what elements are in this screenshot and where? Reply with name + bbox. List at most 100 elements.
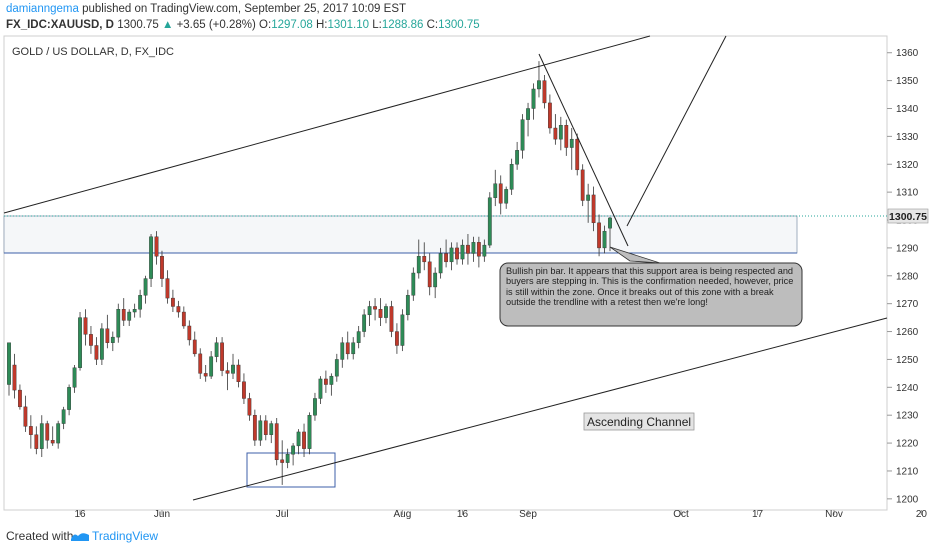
- candle-body: [313, 398, 317, 416]
- candle-body: [176, 306, 181, 313]
- candle-body: [416, 256, 421, 274]
- candle: [116, 303, 121, 343]
- candle-body: [116, 309, 121, 338]
- price-change: +3.65 (+0.28%): [176, 19, 256, 31]
- candle: [378, 298, 383, 326]
- candle: [313, 392, 317, 421]
- candle-body: [433, 272, 438, 288]
- author-link[interactable]: damianngema: [6, 3, 79, 15]
- candle-body: [444, 253, 448, 263]
- candle-body: [258, 420, 263, 441]
- high-value: 1301.10: [327, 19, 370, 31]
- candle-body: [121, 309, 126, 321]
- chart-title: GOLD / US DOLLAR, D, FX_IDC: [12, 46, 174, 58]
- candle: [220, 337, 224, 377]
- candle: [83, 309, 88, 346]
- tradingview-link[interactable]: TradingView: [92, 529, 159, 543]
- candle: [149, 233, 153, 287]
- candle: [280, 440, 285, 485]
- callout-text-wrap: Bullish pin bar. It appears that this su…: [506, 266, 793, 307]
- candle: [318, 376, 323, 405]
- candle: [384, 303, 388, 324]
- y-tick-label: 1240: [896, 383, 919, 394]
- close-value: 1300.75: [438, 19, 480, 31]
- candle-body: [515, 150, 520, 165]
- candle: [405, 289, 410, 321]
- candle-body: [50, 440, 55, 444]
- candle-body: [67, 387, 71, 410]
- candle: [56, 420, 61, 449]
- candle-body: [608, 217, 612, 229]
- candle: [94, 337, 99, 366]
- candles: [7, 61, 612, 485]
- candle: [493, 169, 498, 207]
- candle: [72, 365, 77, 393]
- channel-upper-line: [3, 35, 651, 214]
- july-low-box: [246, 452, 336, 488]
- channel-label-box[interactable]: [583, 412, 695, 431]
- candle: [285, 448, 290, 469]
- candle-body: [110, 336, 115, 343]
- candle: [127, 309, 132, 326]
- candle-body: [105, 328, 110, 343]
- candle: [537, 61, 541, 98]
- callout-box[interactable]: [499, 262, 803, 327]
- x-tick-label: 16: [457, 509, 469, 520]
- candle: [455, 242, 459, 265]
- candle-body: [356, 331, 361, 343]
- candle: [28, 415, 33, 449]
- candle-body: [83, 317, 88, 335]
- candle: [78, 312, 82, 371]
- y-tick-label: 1350: [896, 76, 919, 87]
- candle: [165, 270, 170, 304]
- candle: [18, 384, 22, 410]
- candle: [564, 119, 569, 156]
- candle: [575, 133, 580, 176]
- candle: [487, 192, 492, 248]
- y-tick-label: 1320: [896, 160, 919, 171]
- candle-body: [192, 339, 197, 355]
- low-value: 1288.86: [381, 19, 424, 31]
- low-label: L:: [372, 19, 382, 31]
- candle: [466, 233, 470, 265]
- price-chart[interactable]: 1200 1210 1220 1230 1240 1250 1260 1270 1280 1290…: [0, 34, 932, 522]
- candle-body: [291, 445, 296, 455]
- candle: [269, 420, 274, 444]
- candle: [67, 384, 71, 416]
- symbol-label: FX_IDC:XAUUSD, D: [6, 19, 114, 31]
- candle: [61, 406, 66, 430]
- candle-body: [160, 256, 164, 279]
- candle: [400, 309, 405, 352]
- candle: [39, 415, 44, 458]
- y-tick-label: 1260: [896, 327, 919, 338]
- candle: [7, 342, 11, 396]
- candle-body: [296, 431, 301, 447]
- x-tick-label: Aug: [393, 509, 411, 520]
- candle-body: [395, 331, 399, 346]
- candle-body: [466, 244, 470, 254]
- candle-body: [504, 189, 509, 204]
- candle: [132, 303, 137, 318]
- candle-body: [280, 459, 285, 463]
- candle-body: [487, 197, 492, 246]
- candle: [558, 116, 563, 151]
- candle: [247, 392, 252, 421]
- candle: [591, 186, 596, 232]
- chart-area[interactable]: 1200 1210 1220 1230 1240 1250 1260 1270 1280 1290…: [0, 34, 932, 522]
- candle: [411, 267, 416, 301]
- symbol-line: FX_IDC:XAUUSD, D 1300.75 ▲ +3.65 (+0.28%…: [6, 19, 480, 31]
- candle: [504, 186, 509, 209]
- candle: [356, 325, 361, 349]
- callout-pointer: [609, 246, 661, 264]
- candle-body: [23, 406, 28, 427]
- candle-body: [242, 381, 246, 399]
- candle-body: [493, 183, 498, 198]
- candle-body: [165, 278, 170, 299]
- candle: [460, 239, 465, 265]
- candle-body: [362, 314, 367, 332]
- candle-body: [39, 423, 44, 449]
- candle: [236, 359, 241, 388]
- candle-body: [99, 328, 104, 360]
- y-axis: 1200 1210 1220 1230 1240 1250 1260 1270 1280 1290…: [887, 48, 919, 505]
- candle-body: [384, 306, 388, 318]
